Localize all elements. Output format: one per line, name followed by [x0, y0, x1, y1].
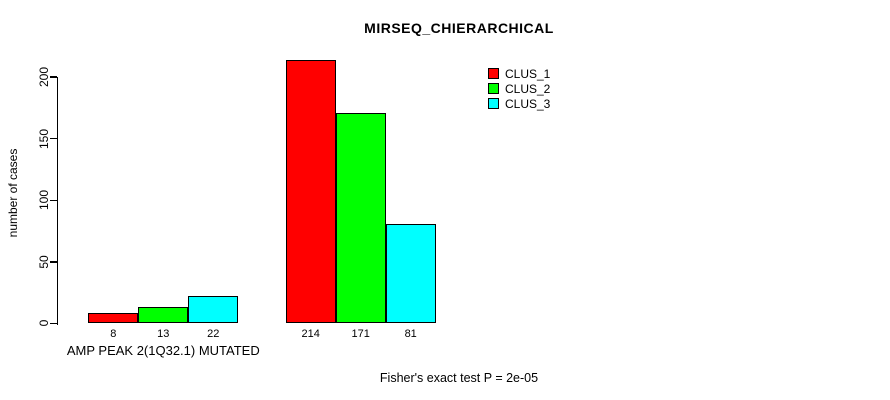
bar-value-label: 81 [404, 328, 417, 340]
y-axis-tick-label: 150 [37, 128, 51, 149]
bar-value-label: 22 [207, 328, 220, 340]
legend: CLUS_1 CLUS_2 CLUS_3 [488, 66, 550, 111]
y-axis-tick [49, 137, 57, 140]
legend-item: CLUS_3 [488, 96, 550, 111]
bar-clus_2 [335, 112, 386, 324]
y-axis-tick-label: 50 [37, 255, 51, 269]
y-axis-tick [49, 76, 57, 78]
legend-item: CLUS_1 [488, 66, 550, 81]
bar-value-label: 214 [301, 328, 320, 340]
y-axis-line [56, 77, 58, 325]
y-axis-tick [49, 261, 57, 263]
chart-title: MIRSEQ_CHIERARCHICAL [364, 20, 554, 36]
bar-clus_1 [285, 59, 336, 324]
bar-clus_3 [385, 223, 436, 324]
bar-value-label: 13 [157, 328, 170, 340]
legend-label: CLUS_2 [505, 81, 551, 96]
fisher-test-annotation: Fisher's exact test P = 2e-05 [379, 371, 539, 385]
y-axis-tick-label: 100 [37, 190, 51, 211]
legend-label: CLUS_1 [505, 66, 551, 81]
bar-clus_3 [188, 296, 239, 324]
legend-swatch-icon [488, 68, 499, 79]
legend-item: CLUS_2 [488, 81, 550, 96]
y-axis-tick [49, 199, 57, 201]
group-label: AMP PEAK 2(1Q32.1) MUTATED [66, 343, 260, 358]
legend-swatch-icon [488, 83, 499, 94]
legend-label: CLUS_3 [505, 96, 551, 111]
bar-clus_1 [88, 313, 139, 324]
y-axis-tick-label: 0 [37, 319, 51, 327]
legend-swatch-icon [488, 98, 499, 109]
bar-clus_2 [138, 307, 189, 324]
y-axis-label: number of cases [6, 148, 20, 238]
bar-value-label: 171 [351, 328, 370, 340]
y-axis-tick [49, 322, 57, 325]
y-axis-tick-label: 200 [37, 67, 51, 88]
bar-value-label: 8 [110, 328, 117, 340]
